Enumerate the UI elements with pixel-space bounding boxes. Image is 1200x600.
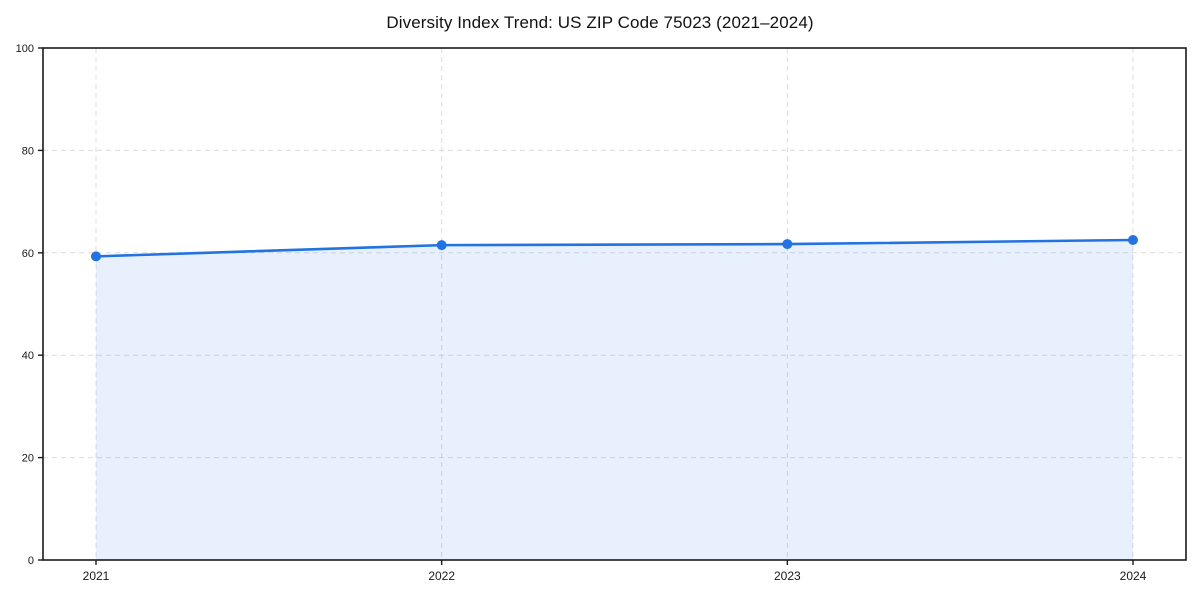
- x-tick-label: 2024: [1120, 569, 1147, 583]
- data-point-2022: [436, 240, 447, 251]
- chart-title: Diversity Index Trend: US ZIP Code 75023…: [386, 13, 814, 32]
- trend-line: [94, 238, 1135, 258]
- data-point-2024: [1128, 235, 1138, 245]
- x-tick-label: 2023: [774, 569, 801, 583]
- y-tick-label: 80: [22, 145, 34, 157]
- data-point-2023: [782, 239, 793, 250]
- plot-frame: [42, 47, 1187, 561]
- y-tick-label: 40: [22, 350, 34, 362]
- x-tick-label: 2021: [83, 569, 110, 583]
- y-tick-label: 20: [22, 453, 34, 465]
- area-fill: [96, 240, 1133, 560]
- y-tick-label: 0: [28, 555, 34, 567]
- y-tick-label: 100: [16, 43, 34, 55]
- data-point-2021: [91, 251, 101, 262]
- y-tick-label: 60: [22, 248, 34, 260]
- x-tick-label: 2022: [428, 569, 455, 583]
